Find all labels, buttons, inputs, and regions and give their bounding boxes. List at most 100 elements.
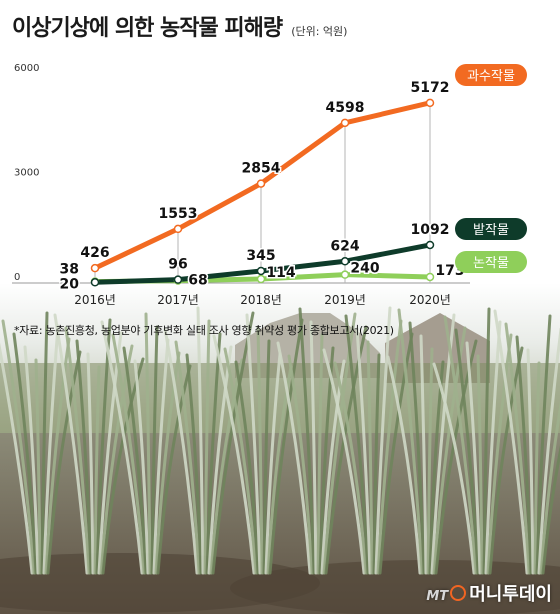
onion-stalk (163, 327, 199, 575)
onion-stalk (211, 311, 255, 575)
onion-stalk (533, 361, 541, 575)
publisher-logo: MT 머니투데이 (426, 580, 552, 606)
onion-stalk (223, 347, 258, 575)
onion-stalk (174, 340, 201, 575)
data-point-field (90, 278, 100, 287)
onion-stalk (64, 326, 91, 575)
onion-stalk (185, 353, 203, 575)
data-point-fruit (173, 224, 183, 234)
data-label-field: 96 (168, 257, 187, 273)
logo-name: 머니투데이 (469, 584, 552, 605)
onion-stalk (264, 352, 282, 575)
onion-stalk (23, 345, 40, 575)
data-point-paddy (340, 270, 350, 279)
legend-label-field: 밭작물 (473, 223, 509, 238)
onion-stalk (40, 311, 49, 575)
onion-stalk (53, 313, 89, 575)
onion-stalk (465, 341, 482, 575)
data-point-fruit (256, 179, 266, 188)
onion-stalk (234, 360, 260, 575)
onion-stalk (484, 320, 502, 575)
onion-stalk (268, 318, 304, 575)
onion-stalk (209, 358, 244, 575)
line-chart: 0 3000 6000 2016년 2017년 2018년 2019년 2020년 426 15… (12, 63, 527, 307)
x-tick-label: 2018년 (240, 293, 282, 307)
legend-label-fruit: 과수작물 (467, 69, 515, 84)
data-point-field (256, 266, 266, 276)
green-onion-field-photo (0, 283, 560, 614)
onion-stalk (133, 359, 150, 575)
onion-stalk (386, 355, 422, 575)
onion-stalk (245, 313, 262, 575)
data-label-paddy: 240 (350, 261, 379, 277)
onion-stalk (12, 332, 38, 575)
onion-stalk (316, 333, 324, 575)
onion-stalk (207, 345, 233, 575)
source-note: *자료: 농촌진흥청, 농업분야 기후변화 실태 조사 영향 취약성 평가 종합… (14, 324, 394, 337)
onion-stalk (344, 314, 370, 575)
onion-stalk (476, 354, 484, 575)
x-tick-label: 2020년 (409, 293, 451, 307)
onion-stalk (156, 364, 192, 575)
onion-stalk (426, 347, 434, 575)
data-label-paddy: 68 (188, 273, 207, 289)
data-point-paddy (425, 272, 435, 282)
data-label-field: 20 (60, 276, 80, 292)
onion-stalk (212, 334, 256, 575)
onion-stalk (504, 322, 531, 575)
legend-label-paddy: 논작물 (473, 256, 509, 271)
onion-stalk (287, 354, 314, 575)
onion-stalk (378, 332, 414, 575)
legend-swatch-fruit (455, 64, 527, 86)
onion-stalk (93, 365, 101, 575)
y-tick-label: 0 (14, 272, 20, 283)
onion-stalk (322, 348, 366, 575)
data-label-paddy: 114 (266, 265, 295, 281)
onion-stalk (42, 324, 60, 575)
onion-stalk (75, 339, 93, 575)
data-point-fruit (90, 263, 100, 273)
onion-stalk (46, 350, 82, 575)
onion-stalk (309, 320, 318, 575)
onion-stalk (539, 400, 560, 575)
onion-stalk (150, 325, 159, 575)
onion-stalk (298, 307, 316, 575)
data-label-fruit: 5172 (411, 80, 450, 96)
onion-stalk (111, 333, 146, 575)
onion-stalk (196, 306, 205, 575)
onion-stalk (486, 333, 513, 575)
data-label-field: 624 (330, 238, 359, 254)
onion-stalk (454, 328, 480, 575)
y-tick-label: 6000 (14, 63, 39, 74)
onion-stalk (262, 339, 271, 575)
onion-stalk (144, 312, 152, 575)
logo-mt: MT (426, 589, 449, 604)
onion-stalk (333, 361, 368, 575)
unit-label: (단위: 억원) (291, 25, 348, 38)
onion-stalk (374, 306, 392, 575)
onion-stalk (482, 307, 491, 575)
onion-stalk (526, 348, 535, 575)
onion-stalk (376, 319, 403, 575)
onion-stalk (419, 334, 428, 575)
data-label-fruit: 1553 (159, 206, 198, 222)
title-row: 이상기상에 의한 농작물 피해량 (단위: 억원) (12, 10, 347, 42)
data-point-paddy (256, 274, 266, 284)
data-label-fruit: 426 (80, 245, 109, 261)
onion-stalk (86, 352, 95, 575)
onion-stalk (432, 362, 476, 575)
onion-stalk (515, 335, 533, 575)
data-label-field: 345 (246, 248, 275, 264)
data-label-fruit: 2854 (242, 161, 281, 177)
x-tick-label: 2019년 (324, 293, 366, 307)
data-point-field (425, 240, 435, 250)
legend-swatch-field (455, 218, 527, 240)
onion-stalk (1, 319, 36, 575)
onion-stalk (34, 358, 42, 575)
y-tick-label: 3000 (14, 168, 39, 179)
onion-stalk (276, 341, 312, 575)
onion-stalk (372, 353, 381, 575)
data-label-paddy: 38 (60, 262, 79, 278)
onion-stalk (256, 326, 264, 575)
